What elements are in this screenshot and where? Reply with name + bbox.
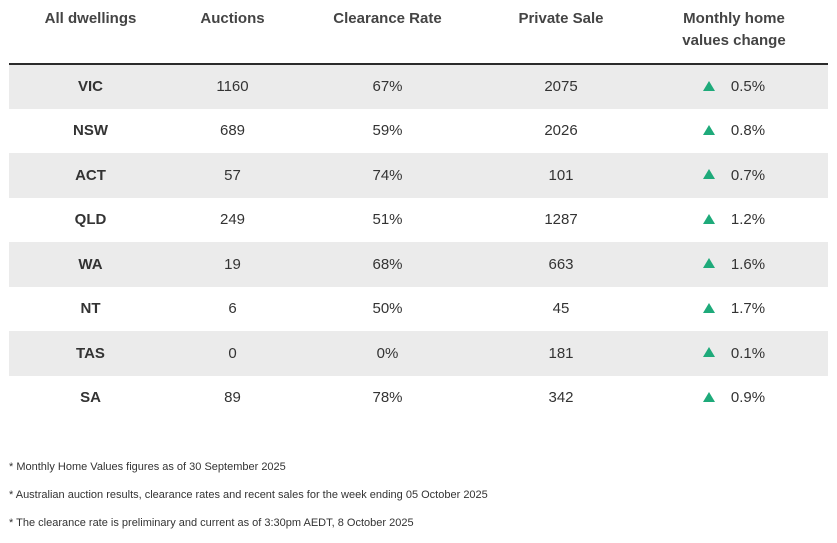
- header-row: All dwellings Auctions Clearance Rate Pr…: [9, 0, 828, 65]
- column-header-private-sale: Private Sale: [482, 0, 640, 65]
- up-triangle-icon: [702, 169, 715, 179]
- monthly-change-value: 0.8%: [702, 122, 766, 139]
- private-sale-cell: 101: [548, 166, 574, 184]
- clearance-rate-cell: 59%: [372, 122, 403, 140]
- table-body: VIC 1160 67% 2075 0.5% NSW 689 59% 2026 0.8% ACT 57…: [9, 64, 828, 420]
- change-percent: 1.2%: [730, 211, 766, 228]
- private-sale-cell: 45: [552, 300, 570, 318]
- monthly-change-value: 0.1%: [702, 344, 766, 362]
- private-sale-cell: 2026: [544, 122, 578, 140]
- monthly-change-value: 0.7%: [702, 166, 766, 184]
- monthly-change-value: 1.2%: [702, 211, 766, 228]
- change-percent: 1.7%: [730, 300, 766, 317]
- clearance-rate-cell: 67%: [372, 78, 403, 96]
- auctions-cell: 689: [219, 122, 246, 140]
- column-header-auctions: Auctions: [172, 0, 293, 65]
- column-header-clearance-rate: Clearance Rate: [293, 0, 482, 65]
- region-cell: NT: [80, 300, 101, 318]
- private-sale-cell: 1287: [544, 211, 578, 229]
- region-cell: NSW: [73, 122, 108, 140]
- monthly-change-cell: 0.7%: [640, 153, 828, 198]
- table-row: TAS 0 0% 181 0.1%: [9, 331, 828, 376]
- monthly-change-cell: 1.6%: [640, 242, 828, 287]
- column-header-region: All dwellings: [9, 0, 172, 65]
- up-triangle-icon: [702, 80, 715, 91]
- monthly-change-cell: 0.5%: [640, 64, 828, 109]
- auctions-cell: 57: [224, 166, 241, 184]
- change-percent: 0.7%: [730, 166, 766, 184]
- monthly-change-header-line1: Monthly home: [683, 10, 785, 27]
- clearance-rate-cell: 51%: [372, 211, 403, 229]
- monthly-change-cell: 0.1%: [640, 331, 828, 376]
- monthly-change-value: 0.9%: [702, 389, 766, 406]
- region-cell: WA: [78, 255, 103, 273]
- monthly-change-value: 1.7%: [702, 300, 766, 317]
- monthly-change-header-line2: values change: [682, 32, 786, 49]
- change-percent: 0.1%: [730, 344, 766, 362]
- clearance-rate-cell: 0%: [376, 344, 399, 362]
- clearance-rate-cell: 68%: [372, 255, 403, 273]
- table-row: NT 6 50% 45 1.7%: [9, 287, 828, 332]
- monthly-change-cell: 0.8%: [640, 109, 828, 154]
- auctions-cell: 6: [228, 300, 237, 318]
- table-row: VIC 1160 67% 2075 0.5%: [9, 64, 828, 109]
- table-header: All dwellings Auctions Clearance Rate Pr…: [9, 0, 828, 65]
- auction-results-table-container: All dwellings Auctions Clearance Rate Pr…: [9, 0, 828, 420]
- monthly-change-cell: 1.2%: [640, 198, 828, 243]
- region-cell: VIC: [77, 78, 103, 96]
- monthly-change-cell: 0.9%: [640, 376, 828, 421]
- table-row: SA 89 78% 342 0.9%: [9, 376, 828, 421]
- up-triangle-icon: [702, 391, 715, 402]
- region-cell: ACT: [75, 166, 106, 184]
- up-triangle-icon: [702, 213, 715, 224]
- monthly-change-value: 0.5%: [702, 78, 766, 95]
- table-row: QLD 249 51% 1287 1.2%: [9, 198, 828, 243]
- auctions-cell: 1160: [216, 78, 249, 96]
- change-percent: 0.5%: [730, 78, 766, 95]
- monthly-change-value: 1.6%: [702, 255, 766, 273]
- up-triangle-icon: [702, 258, 715, 268]
- up-triangle-icon: [702, 347, 715, 357]
- private-sale-cell: 663: [548, 255, 574, 273]
- region-cell: SA: [80, 389, 101, 407]
- clearance-rate-cell: 78%: [372, 389, 403, 407]
- footnote: * Australian auction results, clearance …: [9, 489, 488, 501]
- private-sale-cell: 342: [548, 389, 574, 407]
- table-row: NSW 689 59% 2026 0.8%: [9, 109, 828, 154]
- up-triangle-icon: [702, 124, 715, 135]
- column-header-monthly-change: Monthly home values change: [640, 0, 828, 65]
- private-sale-cell: 181: [548, 344, 574, 362]
- up-triangle-icon: [702, 302, 715, 313]
- table-row: ACT 57 74% 101 0.7%: [9, 153, 828, 198]
- change-percent: 1.6%: [730, 255, 766, 273]
- region-cell: QLD: [74, 211, 107, 229]
- auctions-cell: 0: [228, 344, 237, 362]
- change-percent: 0.9%: [730, 389, 766, 406]
- auctions-cell: 249: [219, 211, 246, 229]
- auctions-cell: 19: [224, 255, 241, 273]
- private-sale-cell: 2075: [544, 78, 578, 96]
- footnote: * Monthly Home Values figures as of 30 S…: [9, 461, 286, 473]
- region-cell: TAS: [76, 344, 105, 362]
- monthly-change-cell: 1.7%: [640, 287, 828, 332]
- table-row: WA 19 68% 663 1.6%: [9, 242, 828, 287]
- footnotes: * Monthly Home Values figures as of 30 S…: [9, 459, 828, 543]
- footnote: * The clearance rate is preliminary and …: [9, 517, 414, 529]
- auction-results-table: All dwellings Auctions Clearance Rate Pr…: [9, 0, 828, 420]
- clearance-rate-cell: 74%: [372, 166, 403, 184]
- clearance-rate-cell: 50%: [372, 300, 403, 318]
- change-percent: 0.8%: [730, 122, 766, 139]
- auctions-cell: 89: [224, 389, 241, 407]
